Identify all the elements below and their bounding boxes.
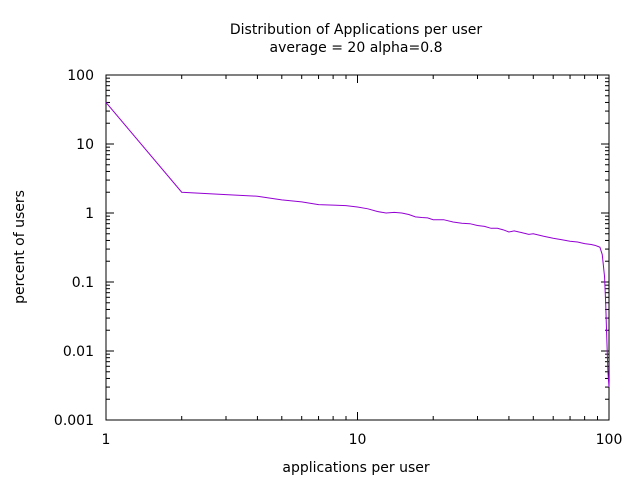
x-tick-label: 10 bbox=[349, 432, 367, 448]
y-tick-label: 1 bbox=[85, 206, 94, 222]
y-tick-labels: 0.001 0.01 0.1 1 10 100 bbox=[54, 68, 94, 429]
y-axis-label: percent of users bbox=[12, 190, 28, 304]
chart-title: Distribution of Applications per user bbox=[230, 22, 483, 38]
y-tick-label: 100 bbox=[67, 68, 94, 84]
y-tick-label: 10 bbox=[76, 137, 94, 153]
minor-ticks bbox=[106, 75, 609, 420]
x-tick-label: 1 bbox=[102, 432, 111, 448]
plot-area-border bbox=[105, 74, 610, 421]
y-tick-label: 0.001 bbox=[54, 413, 94, 429]
y-tick-label: 0.01 bbox=[63, 344, 94, 360]
series-line bbox=[105, 102, 610, 388]
chart-subtitle: average = 20 alpha=0.8 bbox=[269, 40, 442, 56]
x-tick-label: 100 bbox=[596, 432, 623, 448]
x-axis-label: applications per user bbox=[282, 460, 429, 476]
x-tick-labels: 1 10 100 bbox=[102, 432, 623, 448]
major-ticks bbox=[105, 74, 610, 421]
y-tick-label: 0.1 bbox=[72, 275, 94, 291]
